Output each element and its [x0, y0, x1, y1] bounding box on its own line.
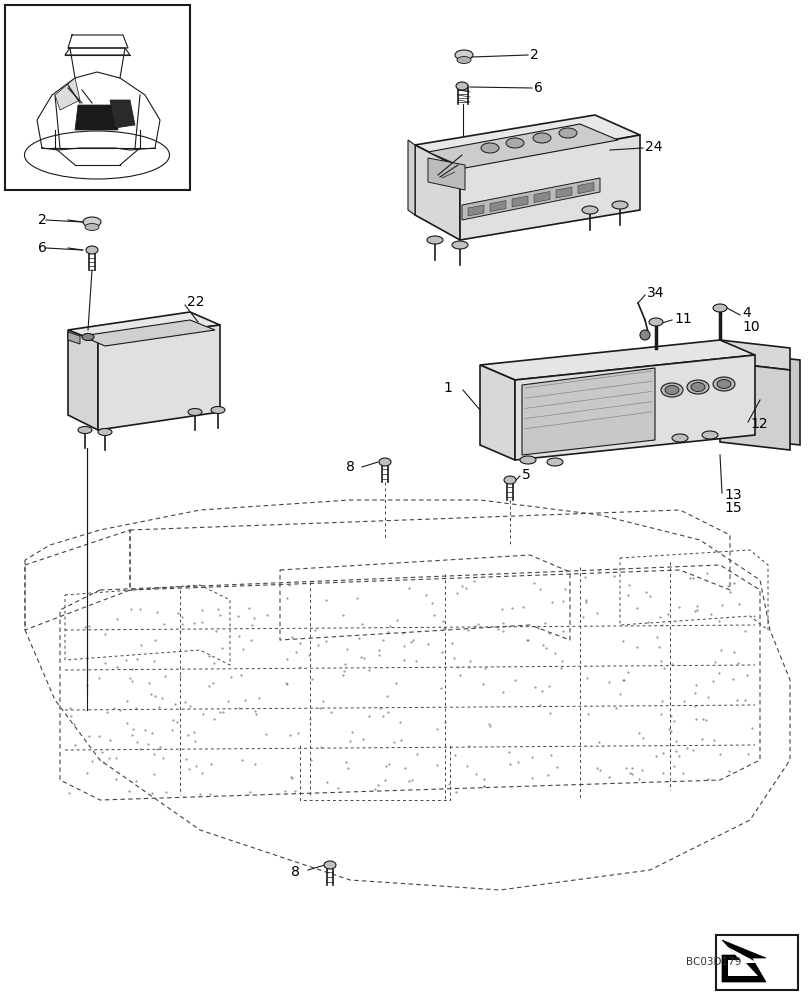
Circle shape: [639, 330, 649, 340]
Text: 6: 6: [534, 81, 543, 95]
Polygon shape: [727, 947, 757, 976]
Ellipse shape: [547, 458, 562, 466]
Polygon shape: [82, 320, 215, 346]
Polygon shape: [427, 158, 465, 190]
Ellipse shape: [660, 383, 682, 397]
Polygon shape: [414, 115, 639, 168]
Polygon shape: [754, 355, 799, 445]
Polygon shape: [521, 368, 654, 455]
Text: 2: 2: [38, 213, 47, 227]
Bar: [5, 5, 190, 190]
Polygon shape: [721, 940, 765, 982]
Polygon shape: [414, 145, 460, 240]
Polygon shape: [556, 187, 571, 198]
Polygon shape: [75, 105, 118, 130]
Text: 5: 5: [521, 468, 530, 482]
Polygon shape: [479, 340, 754, 380]
Polygon shape: [98, 325, 220, 430]
Polygon shape: [407, 140, 414, 215]
Ellipse shape: [86, 246, 98, 254]
Polygon shape: [68, 332, 80, 344]
Ellipse shape: [686, 380, 708, 394]
Ellipse shape: [504, 476, 515, 484]
Ellipse shape: [505, 138, 523, 148]
Ellipse shape: [456, 82, 467, 90]
Polygon shape: [719, 340, 789, 370]
Ellipse shape: [664, 385, 678, 394]
Ellipse shape: [454, 50, 473, 60]
Ellipse shape: [532, 133, 551, 143]
Text: 13: 13: [723, 488, 740, 502]
Text: 8: 8: [291, 865, 299, 879]
Text: 34: 34: [646, 286, 663, 300]
Ellipse shape: [672, 434, 687, 442]
Polygon shape: [479, 365, 514, 460]
Polygon shape: [512, 196, 527, 207]
Ellipse shape: [98, 428, 112, 436]
Polygon shape: [489, 200, 505, 212]
Ellipse shape: [457, 57, 470, 64]
Polygon shape: [467, 205, 483, 216]
Text: 24: 24: [644, 140, 662, 154]
Text: 15: 15: [723, 501, 740, 515]
Ellipse shape: [379, 458, 391, 466]
Text: 6: 6: [38, 241, 47, 255]
Ellipse shape: [702, 431, 717, 439]
Polygon shape: [514, 355, 754, 460]
Polygon shape: [427, 124, 617, 168]
Polygon shape: [109, 100, 135, 128]
Ellipse shape: [83, 217, 101, 227]
Ellipse shape: [85, 224, 99, 231]
Ellipse shape: [690, 382, 704, 391]
Ellipse shape: [427, 236, 443, 244]
Polygon shape: [719, 362, 789, 450]
Text: 11: 11: [673, 312, 691, 326]
Text: 12: 12: [749, 417, 766, 431]
Ellipse shape: [452, 241, 467, 249]
Ellipse shape: [611, 201, 627, 209]
Ellipse shape: [712, 304, 726, 312]
Ellipse shape: [188, 408, 202, 416]
Ellipse shape: [324, 861, 336, 869]
Ellipse shape: [581, 206, 597, 214]
Polygon shape: [68, 312, 220, 342]
Ellipse shape: [82, 334, 94, 340]
Ellipse shape: [712, 377, 734, 391]
Text: 4: 4: [741, 306, 750, 320]
Ellipse shape: [519, 456, 535, 464]
Polygon shape: [461, 178, 599, 220]
Bar: [715, 935, 797, 990]
Text: 1: 1: [443, 381, 452, 395]
Ellipse shape: [648, 318, 663, 326]
Text: BC03D179: BC03D179: [685, 957, 740, 967]
Polygon shape: [68, 330, 98, 430]
Text: 22: 22: [187, 295, 204, 309]
Ellipse shape: [480, 143, 499, 153]
Ellipse shape: [716, 379, 730, 388]
Ellipse shape: [558, 128, 577, 138]
Text: 8: 8: [345, 460, 354, 474]
Polygon shape: [460, 135, 639, 240]
Polygon shape: [534, 192, 549, 202]
Text: 10: 10: [741, 320, 758, 334]
Ellipse shape: [211, 406, 225, 414]
Ellipse shape: [78, 426, 92, 434]
Text: 2: 2: [530, 48, 538, 62]
Polygon shape: [577, 183, 594, 194]
Polygon shape: [55, 78, 80, 110]
